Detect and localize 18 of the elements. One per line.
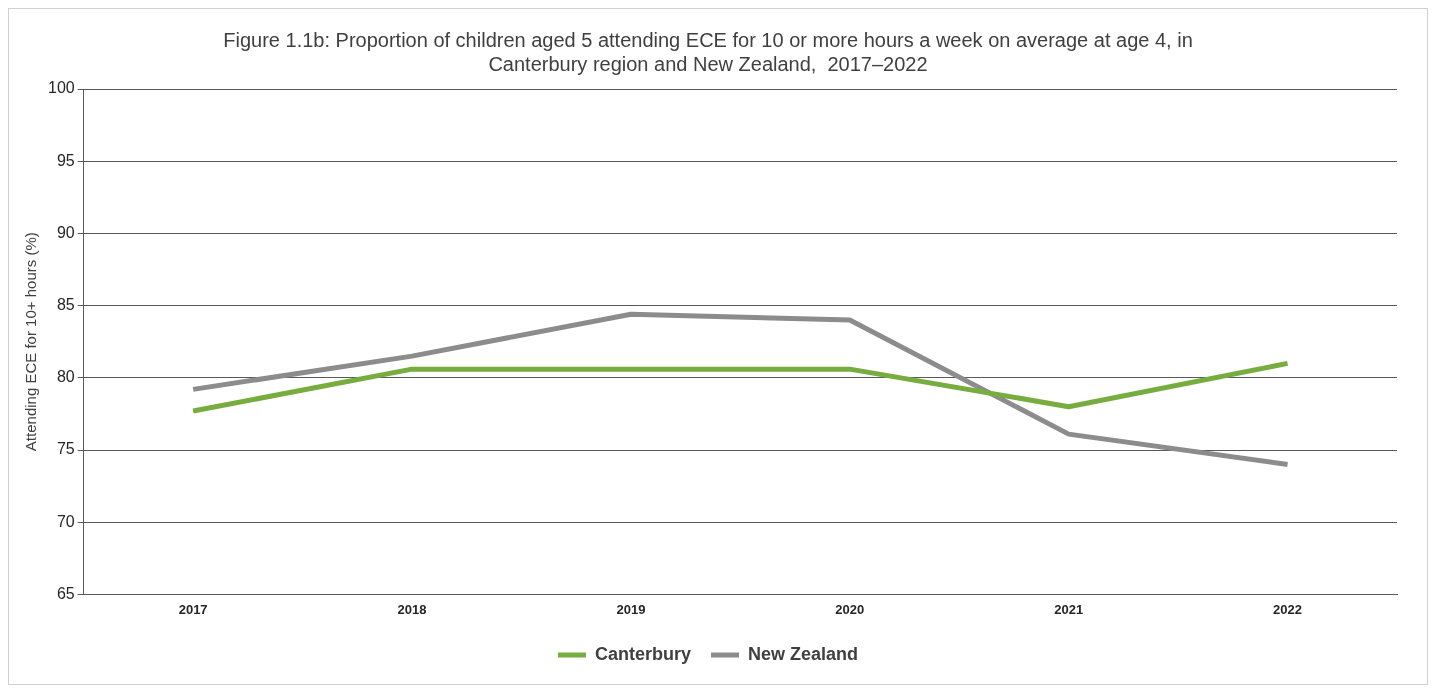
y-tick-label: 85 (56, 296, 75, 314)
x-tick-label: 2017 (178, 601, 208, 617)
y-tick-label: 80 (56, 368, 75, 386)
y-axis-title: Attending ECE for 10+ hours (%) (22, 232, 40, 452)
chart-title: Figure 1.1b: Proportion of children aged 5 attending ECE for 10 or more hours a week on average at age 4, in Canterbury region and New Zealand, 2017–2022 (223, 28, 1193, 75)
x-tick-label: 2018 (397, 601, 427, 617)
x-tick-label: 2022 (1273, 601, 1303, 617)
x-tick-label: 2019 (616, 601, 646, 617)
y-tick-label: 75 (56, 440, 75, 458)
y-tick-label: 100 (47, 79, 75, 97)
x-tick-label: 2020 (835, 601, 865, 617)
y-tick-label: 95 (56, 151, 75, 169)
x-tick-label: 2021 (1054, 601, 1084, 617)
legend-label: New Zealand (748, 643, 859, 664)
y-tick-label: 65 (56, 584, 75, 602)
legend-label: Canterbury (594, 643, 692, 664)
y-tick-label: 70 (56, 512, 75, 530)
y-tick-label: 90 (56, 223, 75, 241)
